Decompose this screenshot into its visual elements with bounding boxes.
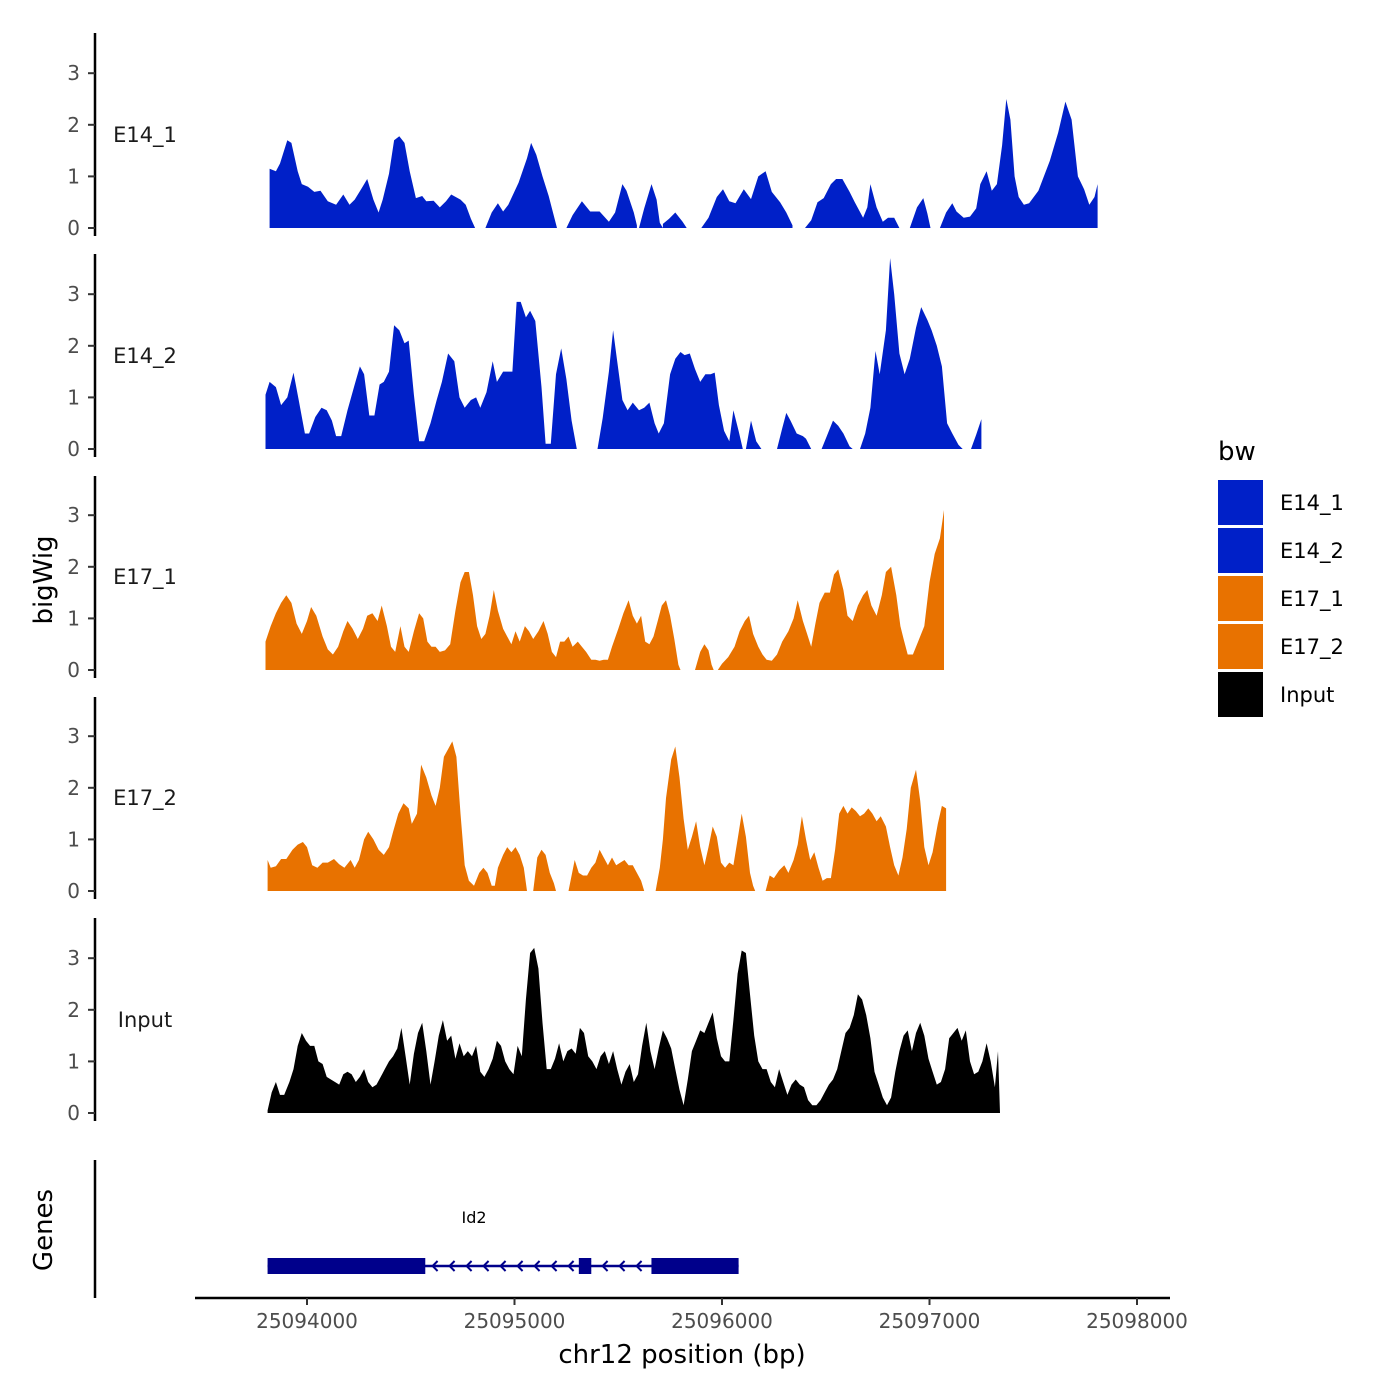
y-tick-label: 0 bbox=[67, 216, 80, 240]
track-label: E14_1 bbox=[113, 123, 177, 148]
track-e14-1: 0 1 2 3 E14_1 bbox=[67, 33, 1098, 240]
legend-label: E17_2 bbox=[1280, 635, 1344, 660]
y-tick-label: 2 bbox=[67, 113, 80, 137]
y-tick-label: 2 bbox=[67, 998, 80, 1022]
y-tick-label: 1 bbox=[67, 164, 80, 188]
y-axis-title: bigWig bbox=[29, 535, 59, 624]
track-input: 0 1 2 3 Input bbox=[67, 918, 1001, 1125]
legend-swatch bbox=[1218, 528, 1263, 573]
gene-panel: Id2 bbox=[93, 1160, 739, 1298]
y-tick-label: 1 bbox=[67, 606, 80, 630]
legend-swatch bbox=[1218, 672, 1263, 717]
strand-arrow bbox=[567, 1260, 575, 1272]
y-tick-label: 2 bbox=[67, 555, 80, 579]
legend: bw E14_1 E14_2 E17_1 E17_2 Input bbox=[1218, 437, 1344, 717]
track-e17-2: 0 1 2 3 E17_2 bbox=[67, 697, 947, 903]
y-tick-label: 3 bbox=[67, 724, 80, 748]
y-tick-label: 1 bbox=[67, 385, 80, 409]
x-tick-label: 25097000 bbox=[879, 1309, 981, 1333]
x-axis-title: chr12 position (bp) bbox=[558, 1340, 805, 1370]
signal-area-e14-2 bbox=[265, 258, 982, 449]
strand-arrow bbox=[448, 1260, 456, 1272]
legend-title: bw bbox=[1218, 437, 1256, 467]
y-tick-label: 3 bbox=[67, 946, 80, 970]
legend-item-e14-1: E14_1 bbox=[1218, 480, 1344, 525]
y-tick-label: 3 bbox=[67, 282, 80, 306]
strand-arrow bbox=[533, 1260, 541, 1272]
x-tick-label: 25094000 bbox=[256, 1309, 358, 1333]
gene-exon bbox=[578, 1258, 592, 1274]
gene-id2: Id2 bbox=[267, 1208, 739, 1274]
track-label: E17_1 bbox=[113, 565, 177, 590]
strand-arrow bbox=[482, 1260, 490, 1272]
strand-arrow bbox=[550, 1260, 558, 1272]
strand-arrow bbox=[635, 1260, 643, 1272]
legend-label: E14_1 bbox=[1280, 491, 1344, 516]
x-tick-label: 25098000 bbox=[1086, 1309, 1188, 1333]
strand-arrow bbox=[618, 1260, 626, 1272]
y-tick-label: 1 bbox=[67, 827, 80, 851]
track-label: E14_2 bbox=[113, 344, 177, 369]
legend-label: Input bbox=[1280, 683, 1334, 707]
x-tick-label: 25096000 bbox=[671, 1309, 773, 1333]
strand-arrow bbox=[465, 1260, 473, 1272]
legend-item-e17-2: E17_2 bbox=[1218, 624, 1344, 669]
track-e14-2: 0 1 2 3 E14_2 bbox=[67, 254, 982, 461]
legend-label: E17_1 bbox=[1280, 587, 1344, 612]
strand-arrow bbox=[516, 1260, 524, 1272]
legend-item-e14-2: E14_2 bbox=[1218, 528, 1344, 573]
signal-area-e17-1 bbox=[265, 510, 944, 670]
x-tick-label: 25095000 bbox=[464, 1309, 566, 1333]
y-tick-label: 0 bbox=[67, 658, 80, 682]
legend-item-input: Input bbox=[1218, 672, 1334, 717]
track-label: E17_2 bbox=[113, 786, 177, 811]
legend-swatch bbox=[1218, 480, 1263, 525]
y-tick-label: 3 bbox=[67, 61, 80, 85]
legend-label: E14_2 bbox=[1280, 539, 1344, 564]
y-tick-label: 0 bbox=[67, 879, 80, 903]
strand-arrow bbox=[601, 1260, 609, 1272]
legend-swatch bbox=[1218, 576, 1263, 621]
y-tick-label: 0 bbox=[67, 437, 80, 461]
y-tick-label: 2 bbox=[67, 776, 80, 800]
y-tick-label: 2 bbox=[67, 334, 80, 358]
y-tick-label: 0 bbox=[67, 1101, 80, 1125]
gene-exon bbox=[267, 1258, 426, 1274]
signal-area-input bbox=[267, 947, 1001, 1113]
genes-axis-title: Genes bbox=[29, 1189, 59, 1271]
signal-area-e14-1 bbox=[269, 99, 1098, 228]
track-e17-1: 0 1 2 3 E17_1 bbox=[67, 476, 944, 682]
y-tick-label: 3 bbox=[67, 503, 80, 527]
strand-arrow bbox=[499, 1260, 507, 1272]
y-tick-label: 1 bbox=[67, 1049, 80, 1073]
legend-swatch bbox=[1218, 624, 1263, 669]
x-axis: 25094000 25095000 25096000 25097000 25098000 bbox=[195, 1296, 1188, 1333]
gene-exon bbox=[651, 1258, 739, 1274]
track-label: Input bbox=[118, 1008, 172, 1032]
gene-name-label: Id2 bbox=[461, 1208, 486, 1227]
signal-area-e17-2 bbox=[267, 741, 947, 891]
strand-arrow bbox=[431, 1260, 439, 1272]
signal-tracks: 0 1 2 3 E14_1 0 1 2 3 E14_2 0 1 2 3 E17_1 0 1 2 3 E17_2 0 1 2 3… bbox=[67, 33, 1098, 1125]
legend-item-e17-1: E17_1 bbox=[1218, 576, 1344, 621]
